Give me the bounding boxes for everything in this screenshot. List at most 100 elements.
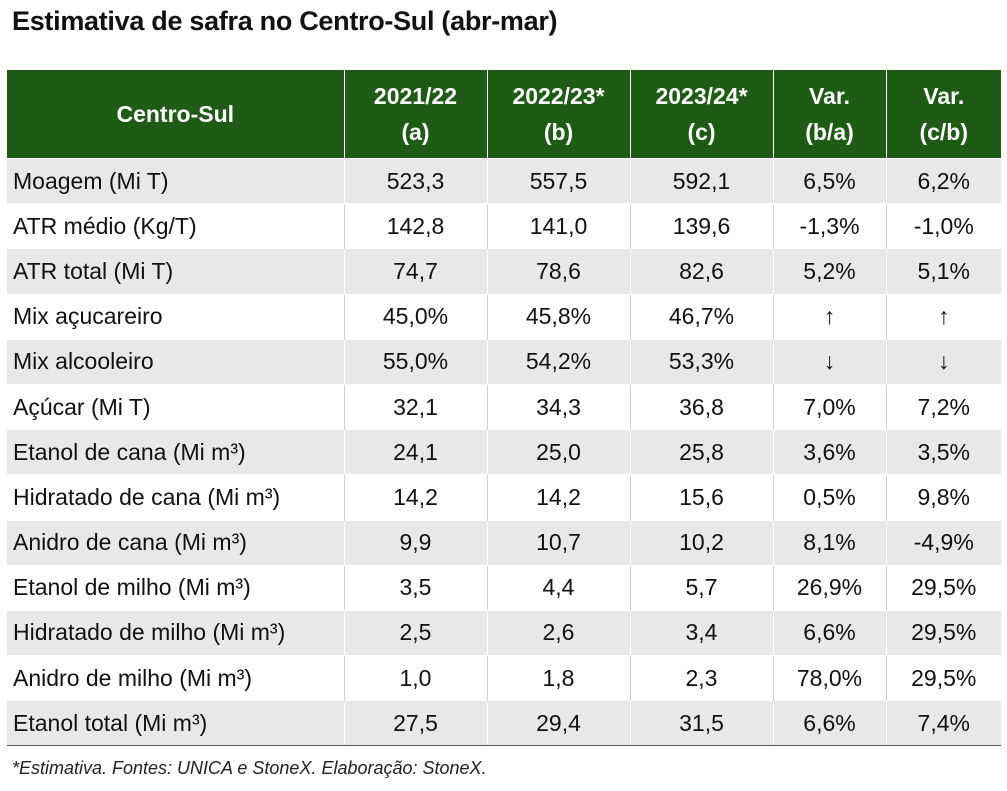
table-cell: 5,7 (629, 564, 773, 611)
table-cell: 78,0% (772, 655, 886, 701)
table-cell: 29,5% (885, 655, 1001, 701)
table-body: Moagem (Mi T) 523,3 557,5 592,1 6,5% 6,2% ATR … (7, 157, 1001, 747)
table-row: ATR total (Mi T) 74,7 78,6 82,6 5,2% 5,1% (7, 248, 1001, 295)
row-label: Etanol total (Mi m³) (7, 700, 344, 747)
table-cell: 9,9 (343, 519, 487, 566)
table-cell: -4,9% (885, 519, 1001, 566)
table-cell: 27,5 (343, 700, 487, 747)
table-cell: 2,5 (343, 609, 487, 656)
table-row: Etanol de cana (Mi m³) 24,1 25,0 25,8 3,6% 3,… (7, 429, 1001, 475)
header-col-line1: Var. (923, 83, 965, 109)
table-cell: 9,8% (885, 474, 1001, 520)
table-cell: 32,1 (343, 383, 487, 430)
table-cell: 3,5 (343, 564, 487, 611)
table-row: Hidratado de cana (Mi m³) 14,2 14,2 15,6 0,5… (7, 474, 1001, 520)
header-col-var-b-a: Var. (b/a) (772, 70, 886, 159)
table-cell: 1,0 (343, 655, 487, 701)
header-col-2023-24: 2023/24* (c) (629, 70, 773, 159)
table-cell: 25,0 (486, 429, 630, 475)
table-cell: 25,8 (629, 429, 773, 475)
table-cell: 55,0% (343, 338, 487, 385)
table-header-row: Centro-Sul 2021/22 (a) 2022/23* (b) 2023… (7, 70, 1001, 159)
table-cell: 142,8 (343, 203, 487, 249)
header-col-line2: (c) (687, 119, 716, 145)
table-row: Moagem (Mi T) 523,3 557,5 592,1 6,5% 6,2% (7, 157, 1001, 204)
table-cell: 2,6 (486, 609, 630, 656)
table-cell: 29,5% (885, 609, 1001, 656)
table-cell: 26,9% (772, 564, 886, 611)
table-cell: 45,8% (486, 293, 630, 340)
table-cell: 2,3 (629, 655, 773, 701)
table-cell: 141,0 (486, 203, 630, 249)
row-label: Hidratado de cana (Mi m³) (7, 474, 344, 520)
table-cell: ↓ (772, 338, 886, 385)
table-cell: 592,1 (629, 157, 773, 204)
table-cell: 29,4 (486, 700, 630, 747)
table-cell: 54,2% (486, 338, 630, 385)
table-cell: 29,5% (885, 564, 1001, 611)
table-row: Mix alcooleiro 55,0% 54,2% 53,3% ↓ ↓ (7, 338, 1001, 385)
row-label: Hidratado de milho (Mi m³) (7, 609, 344, 656)
table-cell: 5,2% (772, 248, 886, 295)
row-label: Açúcar (Mi T) (7, 383, 344, 430)
table-cell: 10,7 (486, 519, 630, 566)
row-label: Mix açucareiro (7, 293, 344, 340)
table-cell: 14,2 (486, 474, 630, 520)
table-cell: -1,3% (772, 203, 886, 249)
table-row: ATR médio (Kg/T) 142,8 141,0 139,6 -1,3% -1,0… (7, 203, 1001, 249)
table-cell: 1,8 (486, 655, 630, 701)
table-cell: 74,7 (343, 248, 487, 295)
header-col-line1: 2022/23* (512, 83, 605, 109)
header-col-line2: (a) (401, 119, 430, 145)
table-cell: 10,2 (629, 519, 773, 566)
header-col-line1: Var. (809, 83, 850, 109)
row-label: Mix alcooleiro (7, 338, 344, 385)
table-cell: 36,8 (629, 383, 773, 430)
table-cell: 82,6 (629, 248, 773, 295)
table-cell: 6,2% (885, 157, 1001, 204)
header-col-line2: (b/a) (805, 119, 854, 145)
table-cell: 24,1 (343, 429, 487, 475)
table-cell: 5,1% (885, 248, 1001, 295)
header-col-2021-22: 2021/22 (a) (343, 70, 487, 159)
table-cell: 7,0% (772, 383, 886, 430)
row-label: Etanol de cana (Mi m³) (7, 429, 344, 475)
table-cell: 7,2% (885, 383, 1001, 430)
row-label: Anidro de milho (Mi m³) (7, 655, 344, 701)
harvest-estimate-table: Centro-Sul 2021/22 (a) 2022/23* (b) 2023… (7, 70, 1001, 747)
table-cell: 8,1% (772, 519, 886, 566)
table-cell: ↑ (772, 293, 886, 340)
table-cell: 4,4 (486, 564, 630, 611)
table-cell: ↓ (885, 338, 1001, 385)
table-cell: 6,6% (772, 609, 886, 656)
table-row: Mix açucareiro 45,0% 45,8% 46,7% ↑ ↑ (7, 293, 1001, 340)
table-cell: 7,4% (885, 700, 1001, 747)
row-label: ATR total (Mi T) (7, 248, 344, 295)
table-row: Anidro de milho (Mi m³) 1,0 1,8 2,3 78,0% 29,… (7, 655, 1001, 701)
table-cell: 78,6 (486, 248, 630, 295)
row-label: Moagem (Mi T) (7, 157, 344, 204)
table-row: Etanol de milho (Mi m³) 3,5 4,4 5,7 26,9% 29,… (7, 564, 1001, 611)
table-cell: 15,6 (629, 474, 773, 520)
table-row: Etanol total (Mi m³) 27,5 29,4 31,5 6,6% 7,4% (7, 700, 1001, 747)
header-col-line2: (c/b) (919, 119, 969, 145)
table-cell: 3,4 (629, 609, 773, 656)
table-cell: 53,3% (629, 338, 773, 385)
row-label: Anidro de cana (Mi m³) (7, 519, 344, 566)
table-cell: 0,5% (772, 474, 886, 520)
table-cell: 31,5 (629, 700, 773, 747)
header-region-label: Centro-Sul (7, 70, 344, 159)
header-col-2022-23: 2022/23* (b) (486, 70, 630, 159)
table-cell: -1,0% (885, 203, 1001, 249)
page-title: Estimativa de safra no Centro-Sul (abr-m… (12, 6, 558, 36)
header-col-line2: (b) (543, 119, 574, 145)
table-row: Anidro de cana (Mi m³) 9,9 10,7 10,2 8,1% -4,… (7, 519, 1001, 566)
footnote: *Estimativa. Fontes: UNICA e StoneX. Ela… (12, 758, 487, 778)
table-cell: 14,2 (343, 474, 487, 520)
table-cell: 523,3 (343, 157, 487, 204)
header-col-var-c-b: Var. (c/b) (885, 70, 1001, 159)
table-cell: 34,3 (486, 383, 630, 430)
header-col-line1: 2021/22 (373, 83, 458, 109)
table-cell: ↑ (885, 293, 1001, 340)
table-cell: 46,7% (629, 293, 773, 340)
